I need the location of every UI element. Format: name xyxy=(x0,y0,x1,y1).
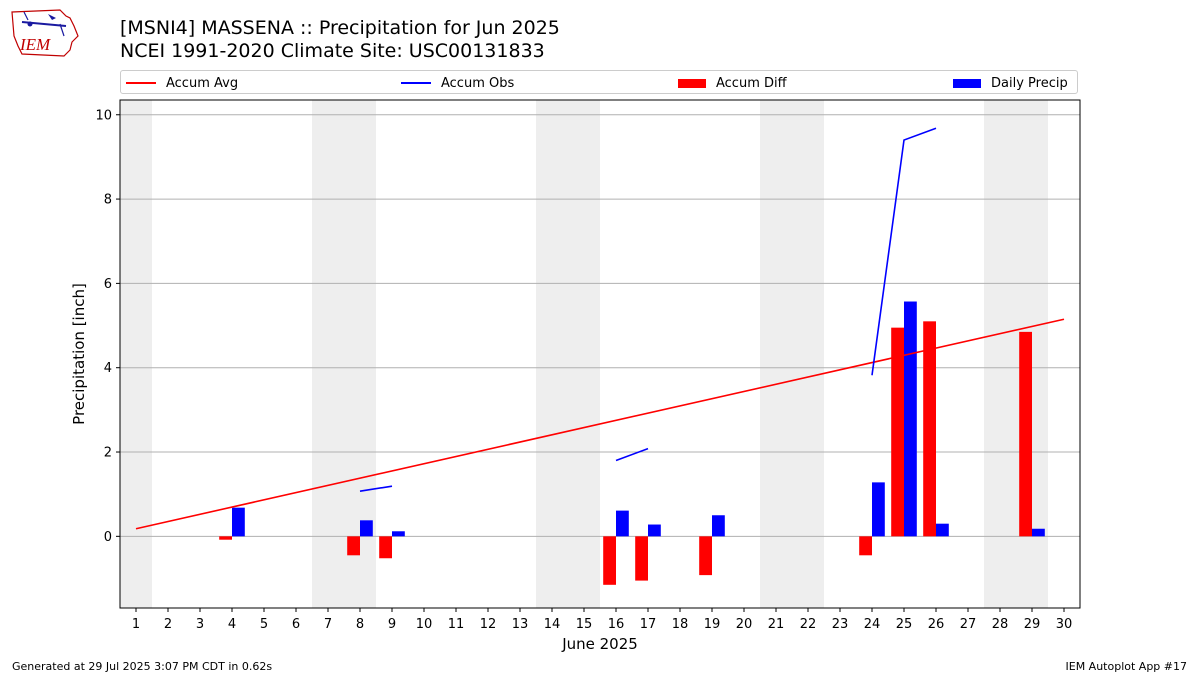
accum-diff-bar xyxy=(699,536,712,576)
legend-daily-precip: Daily Precip xyxy=(953,74,1068,92)
y-tick-label: 8 xyxy=(104,193,112,208)
y-axis-label: Precipitation [inch] xyxy=(70,283,88,425)
x-tick-label: 28 xyxy=(992,617,1009,632)
daily-precip-bar xyxy=(1032,528,1045,537)
weekend-shade xyxy=(760,100,824,608)
accum-diff-bar xyxy=(379,536,392,559)
daily-precip-bar xyxy=(712,515,725,537)
footer-app: IEM Autoplot App #17 xyxy=(1065,660,1188,673)
x-tick-label: 13 xyxy=(512,617,529,632)
x-tick-label: 26 xyxy=(928,617,945,632)
x-tick-label: 15 xyxy=(576,617,593,632)
x-tick-label: 16 xyxy=(608,617,625,632)
logo-text: IEM xyxy=(19,35,51,54)
x-tick-label: 23 xyxy=(832,617,849,632)
x-tick-label: 8 xyxy=(356,617,364,632)
x-tick-label: 14 xyxy=(544,617,561,632)
x-tick-label: 30 xyxy=(1056,617,1073,632)
chart-title: [MSNI4] MASSENA :: Precipitation for Jun… xyxy=(120,17,560,39)
accum-diff-bar xyxy=(891,327,904,537)
accum-diff-bar xyxy=(635,536,648,581)
x-tick-label: 29 xyxy=(1024,617,1041,632)
plot-area xyxy=(135,127,1065,585)
y-tick-label: 6 xyxy=(104,277,112,292)
legend-accum-obs-label: Accum Obs xyxy=(441,75,515,91)
legend: Accum Avg Accum Obs Accum Diff Daily Pre… xyxy=(120,70,1078,94)
x-tick-label: 1 xyxy=(132,617,140,632)
legend-daily-precip-label: Daily Precip xyxy=(991,75,1068,91)
accum-obs-line xyxy=(871,127,937,376)
x-tick-label: 5 xyxy=(260,617,268,632)
legend-accum-diff-label: Accum Diff xyxy=(716,75,787,91)
legend-accum-avg: Accum Avg xyxy=(126,74,238,92)
daily-precip-bar xyxy=(904,301,917,537)
footer-generated: Generated at 29 Jul 2025 3:07 PM CDT in … xyxy=(12,660,273,673)
plot-frame xyxy=(119,99,1081,609)
legend-accum-avg-label: Accum Avg xyxy=(166,75,239,91)
x-tick-label: 25 xyxy=(896,617,913,632)
y-tick-label: 2 xyxy=(104,446,112,461)
daily-precip-bar xyxy=(360,520,373,537)
accum-obs-line xyxy=(615,447,649,462)
x-tick-label: 22 xyxy=(800,617,817,632)
daily-precip-bar xyxy=(872,482,885,537)
legend-accum-obs-swatch xyxy=(401,82,431,84)
x-tick-label: 18 xyxy=(672,617,689,632)
x-tick-label: 9 xyxy=(388,617,396,632)
x-tick-label: 17 xyxy=(640,617,657,632)
accum-diff-bar xyxy=(219,536,232,540)
daily-precip-bar xyxy=(936,523,949,537)
x-tick-label: 24 xyxy=(864,617,881,632)
x-tick-label: 2 xyxy=(164,617,172,632)
x-tick-label: 12 xyxy=(480,617,497,632)
legend-accum-diff-swatch xyxy=(678,78,706,88)
x-axis-label: June 2025 xyxy=(561,635,638,653)
legend-daily-precip-swatch xyxy=(953,78,981,88)
accum-diff-bar xyxy=(923,321,936,537)
weekend-shade xyxy=(536,100,600,608)
x-tick-label: 19 xyxy=(704,617,721,632)
weekend-shade xyxy=(120,100,152,608)
daily-precip-bar xyxy=(392,531,405,537)
legend-accum-obs: Accum Obs xyxy=(401,74,514,92)
accum-diff-bar xyxy=(347,536,360,556)
legend-accum-diff: Accum Diff xyxy=(678,74,787,92)
iem-logo: IEM xyxy=(11,9,79,57)
daily-precip-bar xyxy=(648,524,661,537)
x-tick-label: 11 xyxy=(448,617,465,632)
x-tick-label: 21 xyxy=(768,617,785,632)
x-tick-label: 3 xyxy=(196,617,204,632)
y-tick-label: 4 xyxy=(104,361,112,376)
accum-avg-line xyxy=(135,318,1065,530)
accum-diff-bar xyxy=(603,536,616,585)
accum-obs-line xyxy=(359,485,393,493)
daily-precip-bar xyxy=(616,510,629,537)
y-tick-label: 10 xyxy=(95,108,112,123)
x-tick-label: 10 xyxy=(416,617,433,632)
legend-accum-avg-swatch xyxy=(126,82,156,84)
y-tick-label: 0 xyxy=(104,530,112,545)
x-tick-label: 4 xyxy=(228,617,236,632)
weekend-shade xyxy=(984,100,1048,608)
accum-diff-bar xyxy=(1019,331,1032,537)
x-tick-label: 20 xyxy=(736,617,753,632)
x-tick-label: 6 xyxy=(292,617,300,632)
x-tick-label: 27 xyxy=(960,617,977,632)
daily-precip-bar xyxy=(232,507,245,537)
x-tick-label: 7 xyxy=(324,617,332,632)
accum-diff-bar xyxy=(859,536,872,556)
chart-subtitle: NCEI 1991-2020 Climate Site: USC00131833 xyxy=(120,40,545,62)
